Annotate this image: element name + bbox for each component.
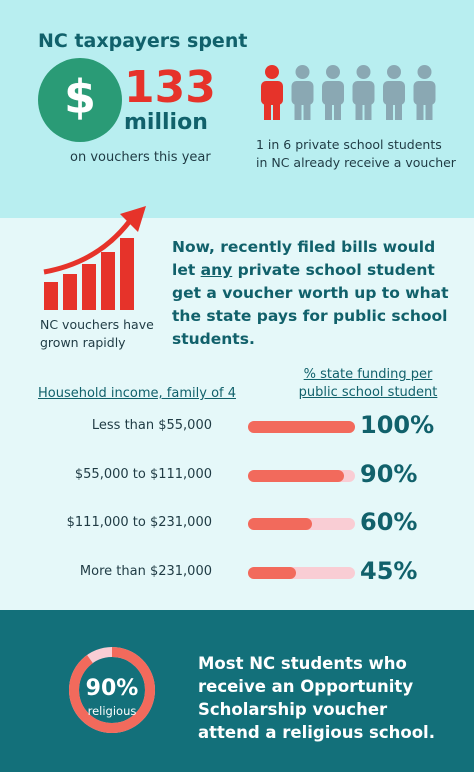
bills-section: [0, 218, 474, 610]
people-caption: 1 in 6 private school students in NC alr…: [256, 137, 456, 170]
title: NC taxpayers spent: [38, 30, 248, 52]
amount: 133: [124, 62, 216, 113]
text: Now, recently filed bills would let: [172, 238, 436, 279]
bar: [248, 518, 313, 531]
person-icon: [413, 65, 436, 120]
person-icon: [383, 65, 405, 120]
category-label: Less than $55,000: [91, 418, 212, 433]
donut-label: religious: [87, 704, 137, 718]
bar: [248, 421, 355, 433]
amount-caption: on vouchers this year: [70, 150, 211, 165]
category-label: $55,000 to $111,000: [74, 466, 212, 482]
chart-caption: NC vouchers have grown rapidly: [40, 317, 154, 350]
person-icon: [352, 65, 375, 120]
bar: [248, 469, 345, 482]
emphasis: any: [200, 261, 233, 279]
value-label: 45%: [360, 557, 418, 586]
value-title: % state funding per public school studen…: [298, 367, 438, 400]
bills-text: Now, recently filed bills would let any …: [172, 236, 452, 351]
value-label: 100%: [360, 411, 435, 439]
person-icon: [291, 65, 314, 120]
value-label: 60%: [360, 508, 418, 537]
currency-symbol: $: [63, 70, 96, 124]
donut-value: 90%: [85, 676, 139, 701]
category-label: More than $231,000: [79, 564, 212, 580]
bar: [248, 567, 297, 580]
religious-text: Most NC students who receive an Opportun…: [198, 654, 435, 742]
category-title: Household income, family of 4: [38, 386, 236, 401]
dollar-circle: [38, 58, 122, 142]
person-icon: [261, 65, 283, 120]
category-label: $111,000 to $231,000: [66, 515, 212, 531]
growth-icon: [43, 206, 146, 310]
amount-unit: million: [124, 110, 208, 135]
donut-arc: [69, 647, 155, 733]
text: private school student get a voucher wor…: [172, 261, 449, 348]
person-icon: [322, 65, 344, 120]
people-icons: [261, 65, 436, 120]
value-label: 90%: [360, 459, 418, 488]
